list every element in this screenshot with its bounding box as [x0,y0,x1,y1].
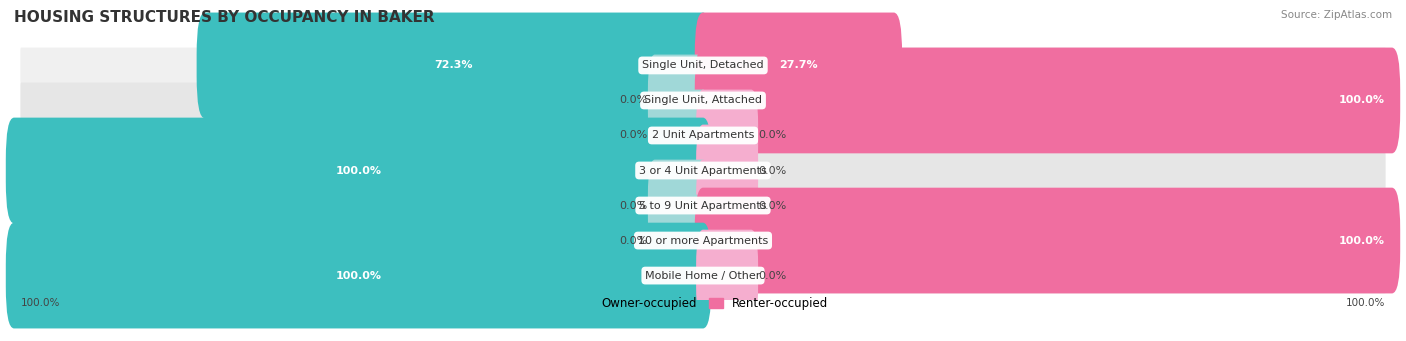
Text: 0.0%: 0.0% [758,270,786,281]
Text: 10 or more Apartments: 10 or more Apartments [638,236,768,246]
FancyBboxPatch shape [648,160,710,251]
FancyBboxPatch shape [21,258,1385,293]
Legend: Owner-occupied, Renter-occupied: Owner-occupied, Renter-occupied [572,293,834,315]
Text: 5 to 9 Unit Apartments: 5 to 9 Unit Apartments [640,201,766,210]
Text: 2 Unit Apartments: 2 Unit Apartments [652,131,754,140]
Text: 0.0%: 0.0% [620,95,648,105]
FancyBboxPatch shape [696,160,758,251]
FancyBboxPatch shape [696,90,758,181]
Text: Single Unit, Detached: Single Unit, Detached [643,60,763,71]
Text: 72.3%: 72.3% [434,60,474,71]
FancyBboxPatch shape [6,223,711,328]
FancyBboxPatch shape [648,55,710,146]
FancyBboxPatch shape [21,118,1385,153]
Text: 0.0%: 0.0% [758,165,786,176]
Text: 100.0%: 100.0% [336,165,381,176]
FancyBboxPatch shape [21,48,1385,83]
Text: Source: ZipAtlas.com: Source: ZipAtlas.com [1281,10,1392,20]
Text: 0.0%: 0.0% [620,201,648,210]
FancyBboxPatch shape [21,223,1385,258]
FancyBboxPatch shape [21,153,1385,188]
Text: 0.0%: 0.0% [620,131,648,140]
FancyBboxPatch shape [695,188,1400,293]
FancyBboxPatch shape [6,118,711,223]
Text: 0.0%: 0.0% [758,131,786,140]
Text: Mobile Home / Other: Mobile Home / Other [645,270,761,281]
Text: 0.0%: 0.0% [758,201,786,210]
FancyBboxPatch shape [695,13,903,118]
FancyBboxPatch shape [696,124,758,217]
Text: 100.0%: 100.0% [21,298,60,308]
Text: 27.7%: 27.7% [779,60,818,71]
Text: 100.0%: 100.0% [336,270,381,281]
Text: 100.0%: 100.0% [1339,95,1385,105]
FancyBboxPatch shape [695,48,1400,153]
Text: 100.0%: 100.0% [1346,298,1385,308]
Text: Single Unit, Attached: Single Unit, Attached [644,95,762,105]
Text: 3 or 4 Unit Apartments: 3 or 4 Unit Apartments [640,165,766,176]
FancyBboxPatch shape [696,230,758,322]
FancyBboxPatch shape [197,13,711,118]
FancyBboxPatch shape [648,195,710,286]
Text: 100.0%: 100.0% [1339,236,1385,246]
FancyBboxPatch shape [21,83,1385,118]
FancyBboxPatch shape [648,90,710,181]
Text: HOUSING STRUCTURES BY OCCUPANCY IN BAKER: HOUSING STRUCTURES BY OCCUPANCY IN BAKER [14,10,434,25]
Text: 0.0%: 0.0% [620,236,648,246]
FancyBboxPatch shape [21,188,1385,223]
